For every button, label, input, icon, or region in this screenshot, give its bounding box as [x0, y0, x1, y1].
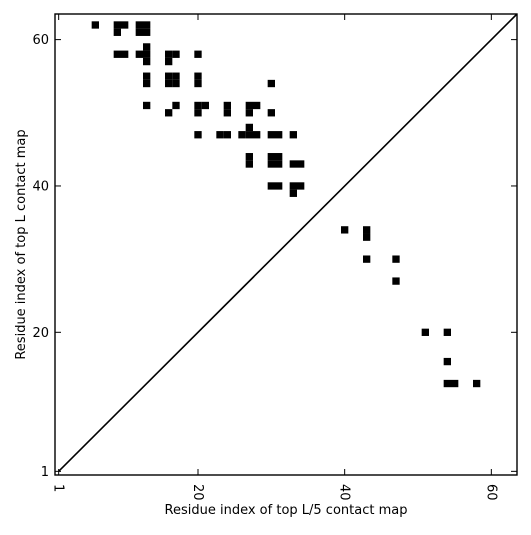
contact-cell-top-l: [194, 131, 202, 139]
contact-cell-top-l: [267, 160, 275, 168]
contact-cell-top-l: [172, 101, 180, 110]
contact-cell-top-l: [245, 101, 253, 110]
contact-cell-top-l: [91, 21, 99, 29]
contact-cell-top-l: [194, 101, 202, 110]
contact-cell-top-l: [165, 72, 173, 80]
contact-cell-top-l: [245, 131, 253, 139]
contact-cell-top-l: [267, 182, 275, 190]
x-tick-label: 20: [190, 484, 205, 501]
contact-cell-top-l: [253, 131, 261, 139]
y-tick-label: 40: [32, 179, 49, 194]
contact-cell-top-l: [165, 50, 173, 58]
contact-cell-top-l: [165, 57, 173, 66]
contact-cell-top-l: [143, 72, 151, 80]
contact-cell-top-l: [135, 21, 143, 29]
contact-cell-top-l: [143, 21, 151, 29]
contact-cell-top-l: [216, 131, 224, 139]
y-axis-label: Residue index of top L contact map: [14, 129, 29, 359]
contact-cell-top-l: [238, 131, 246, 139]
x-tick-label: 40: [337, 484, 352, 501]
contact-cell-top-l5: [341, 226, 349, 234]
contact-cell-top-l: [143, 101, 151, 110]
contact-cell-top-l5: [392, 277, 400, 285]
contact-cell-top-l: [113, 28, 121, 36]
contact-cell-top-l: [172, 79, 180, 88]
contact-cell-top-l: [165, 109, 173, 117]
contact-cell-top-l: [275, 160, 283, 168]
contact-cell-top-l: [194, 50, 202, 58]
contact-cell-top-l: [135, 28, 143, 36]
contact-cell-top-l: [194, 79, 202, 88]
contact-cell-top-l: [267, 153, 275, 161]
plot-frame: [54, 13, 518, 476]
contact-cell-top-l: [245, 109, 253, 117]
contact-cell-top-l: [223, 109, 231, 117]
x-axis-label: Residue index of top L/5 contact map: [165, 503, 408, 518]
contact-cell-top-l: [143, 28, 151, 36]
contact-cell-top-l: [194, 109, 202, 117]
contact-cell-top-l5: [363, 226, 371, 234]
axis-ticks: 1 20 40 60 1 20 40 60: [32, 14, 517, 501]
contact-cell-top-l: [121, 50, 129, 58]
contact-cell-top-l: [275, 153, 283, 161]
x-tick-label: 60: [483, 484, 498, 501]
contact-cell-top-l5: [421, 328, 429, 336]
contact-cell-top-l: [267, 79, 275, 88]
contact-cell-top-l: [143, 57, 151, 66]
contact-cell-top-l: [135, 50, 143, 58]
contact-cell-top-l: [245, 153, 253, 161]
contact-cell-top-l: [245, 123, 253, 132]
contact-cell-top-l: [289, 131, 297, 139]
contact-cell-top-l: [289, 189, 297, 197]
contact-cell-top-l5: [443, 379, 451, 388]
contact-cell-top-l: [143, 43, 151, 51]
contact-cell-top-l: [201, 101, 209, 110]
contact-cell-top-l: [194, 72, 202, 80]
diagonal-line: [58, 13, 518, 472]
y-tick-label: 1: [41, 465, 49, 480]
contact-cell-top-l: [289, 182, 297, 190]
contact-cell-top-l5: [451, 379, 459, 388]
contact-cell-top-l5: [363, 255, 371, 263]
contact-cell-top-l: [121, 21, 129, 29]
contact-cell-top-l: [289, 160, 297, 168]
x-tick-label: 1: [51, 484, 66, 492]
contact-cell-top-l: [113, 21, 121, 29]
contact-cell-top-l: [245, 160, 253, 168]
contact-cell-top-l: [143, 50, 151, 58]
y-tick-label: 20: [32, 326, 49, 341]
contact-cell-top-l: [297, 182, 305, 190]
contact-cell-top-l5: [363, 233, 371, 241]
contact-cell-top-l5: [392, 255, 400, 263]
y-tick-label: 60: [32, 33, 49, 48]
contact-cell-top-l: [165, 79, 173, 88]
contact-cells: [91, 21, 481, 388]
contact-cell-top-l: [113, 50, 121, 58]
contact-cell-top-l: [172, 72, 180, 80]
contact-cell-top-l: [267, 131, 275, 139]
contact-cell-top-l: [297, 160, 305, 168]
contact-cell-top-l: [253, 101, 261, 110]
contact-cell-top-l: [267, 109, 275, 117]
contact-cell-top-l: [223, 131, 231, 139]
contact-cell-top-l: [275, 131, 283, 139]
contact-cell-top-l: [223, 101, 231, 110]
contact-cell-top-l: [143, 79, 151, 88]
contact-cell-top-l: [172, 50, 180, 58]
contact-cell-top-l5: [443, 328, 451, 336]
contact-cell-top-l: [275, 182, 283, 190]
contact-cell-top-l5: [443, 357, 451, 366]
contact-cell-top-l5: [473, 379, 481, 388]
